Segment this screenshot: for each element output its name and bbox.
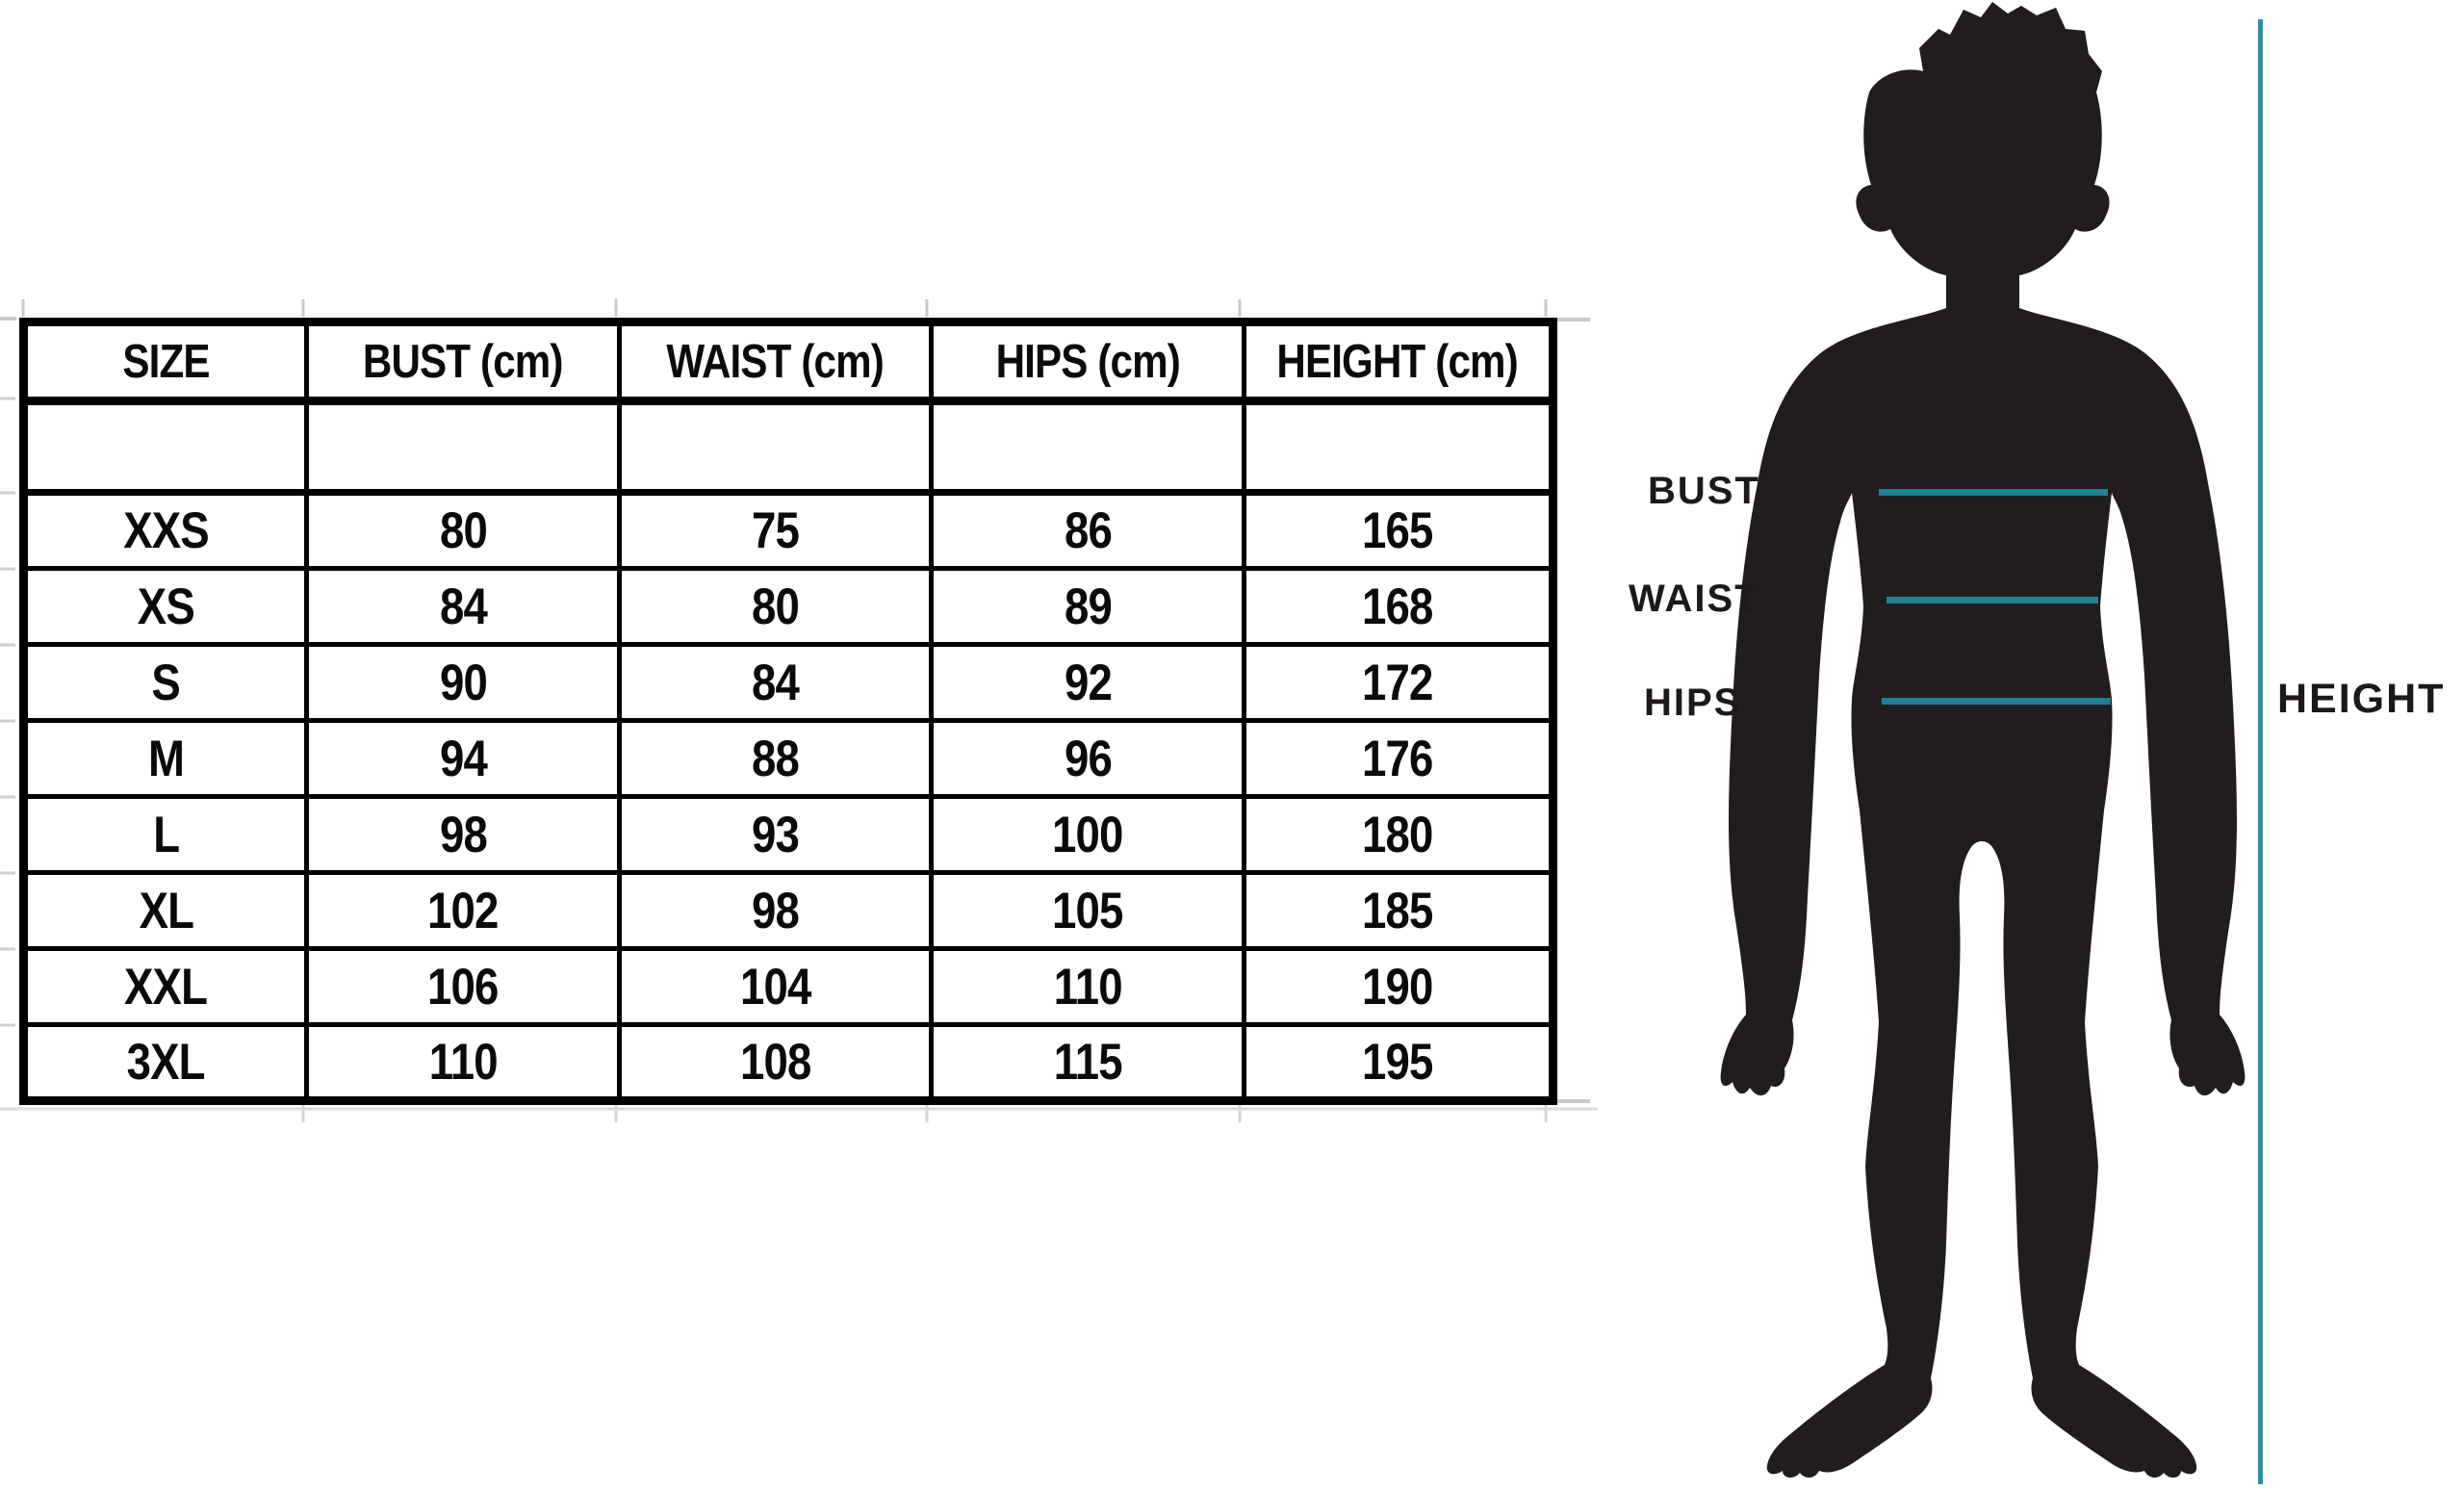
measurement-cell: [1242, 398, 1555, 496]
measurement-cell: 110: [304, 1022, 622, 1103]
measurement-cell: 108: [617, 1022, 934, 1103]
table-row: XXL 106 104 110 190: [21, 946, 1555, 1027]
measurement-cell: 96: [929, 718, 1246, 799]
measurement-cell: 93: [617, 794, 934, 875]
measurement-cell: 98: [304, 794, 622, 875]
measurement-cell: 89: [929, 566, 1246, 647]
column-header-size: SIZE: [21, 320, 309, 405]
size-cell: 3XL: [21, 1022, 309, 1103]
measurement-cell: 86: [929, 490, 1246, 571]
measurement-cell: 195: [1242, 1022, 1555, 1103]
table-row: S 90 84 92 172: [21, 642, 1555, 723]
measurement-cell: 80: [617, 566, 934, 647]
measurement-cell: 98: [617, 870, 934, 951]
column-header-hips: HIPS (cm): [929, 320, 1246, 405]
column-header-height: HEIGHT (cm): [1242, 320, 1555, 405]
measurement-cell: 115: [929, 1022, 1246, 1103]
measurement-cell: 180: [1242, 794, 1555, 875]
measurement-cell: 92: [929, 642, 1246, 723]
measurement-cell: 90: [304, 642, 622, 723]
hips-measure-line: [1882, 698, 2111, 705]
measurement-cell: 84: [617, 642, 934, 723]
table-header-row: SIZE BUST (cm) WAIST (cm) HIPS (cm) HEIG…: [21, 320, 1555, 405]
spacer-row: [21, 398, 1555, 496]
measurement-cell: 104: [617, 946, 934, 1027]
size-table-body: XXS 80 75 86 165 XS 84 80 89 168 S 90 84 92 172 M 94 88 96…: [21, 398, 1555, 1103]
column-header-waist: WAIST (cm): [617, 320, 934, 405]
measurement-cell: [617, 398, 934, 496]
size-cell: XXS: [21, 490, 309, 571]
measurement-cell: 172: [1242, 642, 1555, 723]
body-silhouette-icon: [1720, 2, 2246, 1478]
measurement-cell: 100: [929, 794, 1246, 875]
size-cell: S: [21, 642, 309, 723]
size-cell: [21, 398, 309, 496]
size-chart-table: SIZE BUST (cm) WAIST (cm) HIPS (cm) HEIG…: [19, 318, 1557, 1105]
hips-label: HIPS: [1644, 681, 1742, 724]
height-label: HEIGHT: [2277, 676, 2446, 722]
column-header-bust: BUST (cm): [304, 320, 622, 405]
measurement-cell: 106: [304, 946, 622, 1027]
size-cell: XS: [21, 566, 309, 647]
measurement-cell: 176: [1242, 718, 1555, 799]
measurement-cell: [304, 398, 622, 496]
measurement-cell: 105: [929, 870, 1246, 951]
measurement-cell: [929, 398, 1246, 496]
measurement-cell: 102: [304, 870, 622, 951]
table-row: M 94 88 96 176: [21, 718, 1555, 799]
table-row: 3XL 110 108 115 195: [21, 1022, 1555, 1103]
size-cell: XL: [21, 870, 309, 951]
size-cell: M: [21, 718, 309, 799]
measurement-cell: 165: [1242, 490, 1555, 571]
measurement-cell: 75: [617, 490, 934, 571]
measurement-cell: 190: [1242, 946, 1555, 1027]
measurement-cell: 168: [1242, 566, 1555, 647]
measurement-cell: 84: [304, 566, 622, 647]
measurement-cell: 110: [929, 946, 1246, 1027]
waist-measure-line: [1886, 597, 2098, 604]
size-cell: L: [21, 794, 309, 875]
table-row: XS 84 80 89 168: [21, 566, 1555, 647]
height-measure-line: [2258, 19, 2263, 1484]
table-row: L 98 93 100 180: [21, 794, 1555, 875]
measurement-cell: 80: [304, 490, 622, 571]
size-cell: XXL: [21, 946, 309, 1027]
bust-measure-line: [1879, 489, 2108, 496]
waist-label: WAIST: [1629, 578, 1760, 620]
table-row: XXS 80 75 86 165: [21, 490, 1555, 571]
measurement-cell: 88: [617, 718, 934, 799]
measurement-cell: 185: [1242, 870, 1555, 951]
table-row: XL 102 98 105 185: [21, 870, 1555, 951]
measurement-cell: 94: [304, 718, 622, 799]
bust-label: BUST: [1648, 470, 1760, 512]
